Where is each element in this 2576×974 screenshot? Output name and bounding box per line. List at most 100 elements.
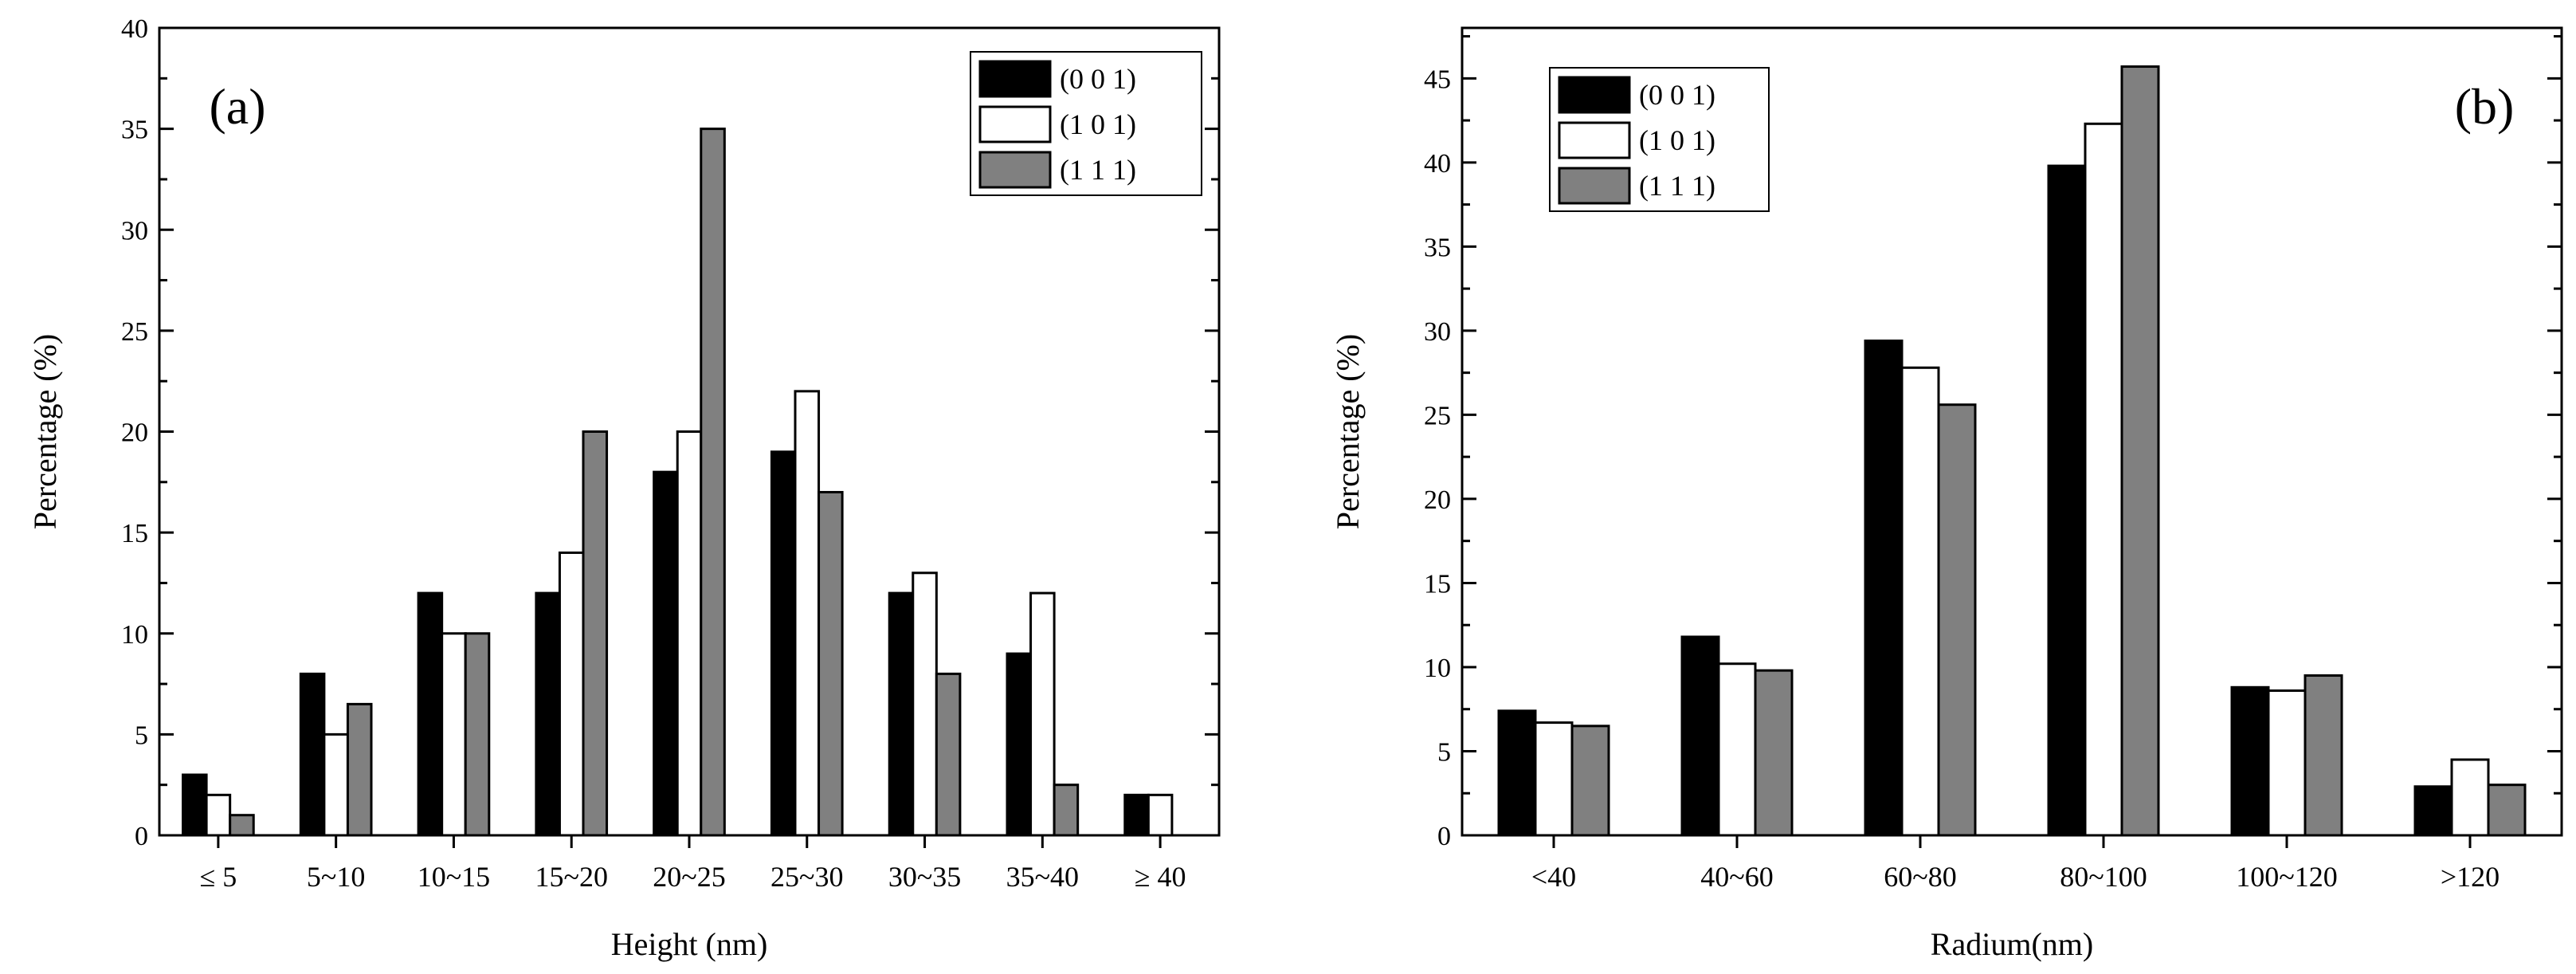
x-tick-label: 10~15 bbox=[418, 861, 490, 893]
bar bbox=[1006, 652, 1033, 837]
bar bbox=[2084, 122, 2123, 837]
bar bbox=[1754, 669, 1794, 837]
panel-a: 0 5 10 15 20 25 30 35 40 ≤ 5 5~10 10~15 15~20 20~25 25… bbox=[27, 14, 1221, 962]
y-tick-label: 0 bbox=[1437, 822, 1451, 851]
x-tick-label: <40 bbox=[1531, 861, 1576, 893]
bar bbox=[1570, 725, 1610, 837]
bar bbox=[1717, 662, 1757, 837]
bar bbox=[182, 773, 208, 837]
bar bbox=[2120, 65, 2160, 837]
y-tick-label: 25 bbox=[1424, 401, 1451, 430]
bar bbox=[346, 702, 373, 837]
y-tick-label: 15 bbox=[1424, 569, 1451, 599]
bar bbox=[229, 814, 255, 837]
bar bbox=[888, 591, 915, 837]
panel-label: (a) bbox=[209, 78, 265, 135]
bar bbox=[1900, 366, 1940, 837]
x-tick-label: 25~30 bbox=[770, 861, 843, 893]
x-tick-label: 5~10 bbox=[307, 861, 365, 893]
x-tick-label: 15~20 bbox=[535, 861, 607, 893]
y-tick-label: 20 bbox=[121, 418, 148, 448]
legend-swatch bbox=[978, 151, 1052, 189]
legend-label: (0 0 1) bbox=[1060, 63, 1136, 95]
bar bbox=[582, 430, 609, 837]
y-tick-label: 45 bbox=[1424, 65, 1451, 94]
x-tick-label: 20~25 bbox=[653, 861, 725, 893]
x-axis-title: Radium(nm) bbox=[1931, 926, 2093, 962]
legend-label: (0 0 1) bbox=[1639, 79, 1715, 111]
bar bbox=[441, 632, 467, 837]
legend-swatch bbox=[1558, 167, 1631, 205]
x-tick-label: 40~60 bbox=[1700, 861, 1773, 893]
bar bbox=[912, 571, 938, 837]
bar bbox=[817, 490, 844, 837]
y-tick-label: 15 bbox=[121, 519, 148, 548]
bar bbox=[2304, 674, 2343, 837]
panel-b: 0 5 10 15 20 25 30 35 40 45 <40 40~60 60~80 80~100 100… bbox=[1330, 26, 2563, 962]
bar bbox=[323, 732, 349, 837]
bar bbox=[1680, 635, 1720, 837]
y-tick-label: 5 bbox=[135, 721, 148, 750]
bar bbox=[935, 672, 962, 837]
bar bbox=[299, 672, 326, 837]
bar bbox=[1534, 721, 1574, 837]
bar bbox=[1864, 340, 1904, 837]
bar bbox=[676, 430, 703, 837]
legend-swatch bbox=[1558, 76, 1631, 114]
legend-label: (1 0 1) bbox=[1639, 124, 1715, 156]
bar bbox=[653, 470, 679, 837]
bar bbox=[464, 632, 491, 837]
bar bbox=[2267, 689, 2307, 837]
legend-label: (1 1 1) bbox=[1060, 154, 1136, 186]
x-tick-label: 30~35 bbox=[888, 861, 961, 893]
x-tick-label: 100~120 bbox=[2236, 861, 2337, 893]
bar bbox=[2413, 785, 2453, 837]
x-tick-label: ≤ 5 bbox=[200, 861, 237, 893]
bar bbox=[1937, 403, 1977, 837]
x-tick-label: >120 bbox=[2441, 861, 2500, 893]
x-tick-label: 80~100 bbox=[2060, 861, 2147, 893]
y-axis-title: Percentage (%) bbox=[1330, 334, 1366, 529]
y-tick-label: 25 bbox=[121, 317, 148, 347]
bar bbox=[700, 128, 726, 837]
bar bbox=[2487, 784, 2527, 837]
y-tick-label: 5 bbox=[1437, 737, 1451, 767]
y-tick-label: 35 bbox=[121, 116, 148, 145]
bar bbox=[770, 450, 797, 837]
bar bbox=[558, 551, 585, 837]
y-tick-label: 40 bbox=[121, 14, 148, 44]
legend-swatch bbox=[978, 60, 1052, 98]
x-tick-label: 60~80 bbox=[1884, 861, 1956, 893]
y-tick-label: 40 bbox=[1424, 149, 1451, 179]
y-axis-title: Percentage (%) bbox=[27, 334, 63, 529]
y-tick-label: 20 bbox=[1424, 485, 1451, 515]
bar bbox=[2230, 685, 2270, 837]
x-axis-title: Height (nm) bbox=[611, 926, 768, 962]
panel-label: (b) bbox=[2455, 78, 2515, 135]
bar bbox=[205, 793, 232, 837]
y-tick-label: 35 bbox=[1424, 233, 1451, 262]
legend-label: (1 1 1) bbox=[1639, 170, 1715, 202]
plot-frame bbox=[1461, 26, 2563, 837]
y-tick-label: 0 bbox=[135, 822, 148, 851]
bar bbox=[417, 591, 444, 837]
x-tick-label: 35~40 bbox=[1006, 861, 1079, 893]
y-tick-label: 30 bbox=[1424, 317, 1451, 347]
bar bbox=[535, 591, 561, 837]
legend-swatch bbox=[1558, 121, 1631, 159]
x-tick-label: ≥ 40 bbox=[1135, 861, 1186, 893]
bar bbox=[1147, 793, 1174, 837]
bar bbox=[1497, 709, 1537, 837]
y-tick-label: 10 bbox=[121, 620, 148, 650]
y-tick-label: 10 bbox=[1424, 654, 1451, 683]
y-tick-label: 30 bbox=[121, 216, 148, 245]
bar bbox=[794, 390, 821, 837]
bar bbox=[1029, 591, 1056, 837]
legend-swatch bbox=[978, 105, 1052, 143]
bar bbox=[2450, 758, 2490, 837]
legend-label: (1 0 1) bbox=[1060, 108, 1136, 140]
bar bbox=[2047, 164, 2087, 837]
bar bbox=[1053, 784, 1080, 837]
bar bbox=[1123, 793, 1150, 837]
